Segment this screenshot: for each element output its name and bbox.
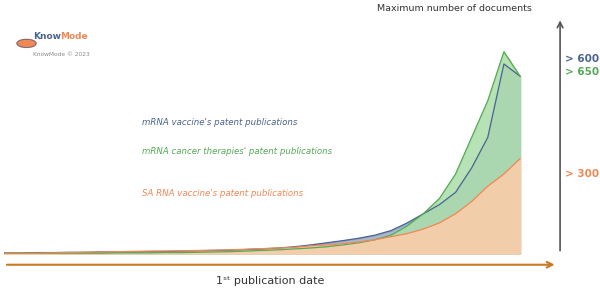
Text: > 600: > 600 — [565, 55, 599, 64]
Text: > 650: > 650 — [565, 67, 599, 77]
Text: mRNA vaccine's patent publications: mRNA vaccine's patent publications — [142, 117, 298, 126]
Circle shape — [17, 39, 36, 48]
Text: Know: Know — [34, 32, 61, 41]
Text: mRNA cancer therapies' patent publications: mRNA cancer therapies' patent publicatio… — [142, 147, 332, 156]
Text: > 300: > 300 — [565, 169, 599, 180]
Text: Mode: Mode — [60, 32, 88, 41]
Text: 1ˢᵗ publication date: 1ˢᵗ publication date — [216, 276, 325, 286]
Text: KnowMode © 2023: KnowMode © 2023 — [34, 52, 90, 57]
Text: SA RNA vaccine's patent publications: SA RNA vaccine's patent publications — [142, 189, 304, 198]
Text: Maximum number of documents: Maximum number of documents — [377, 4, 532, 13]
